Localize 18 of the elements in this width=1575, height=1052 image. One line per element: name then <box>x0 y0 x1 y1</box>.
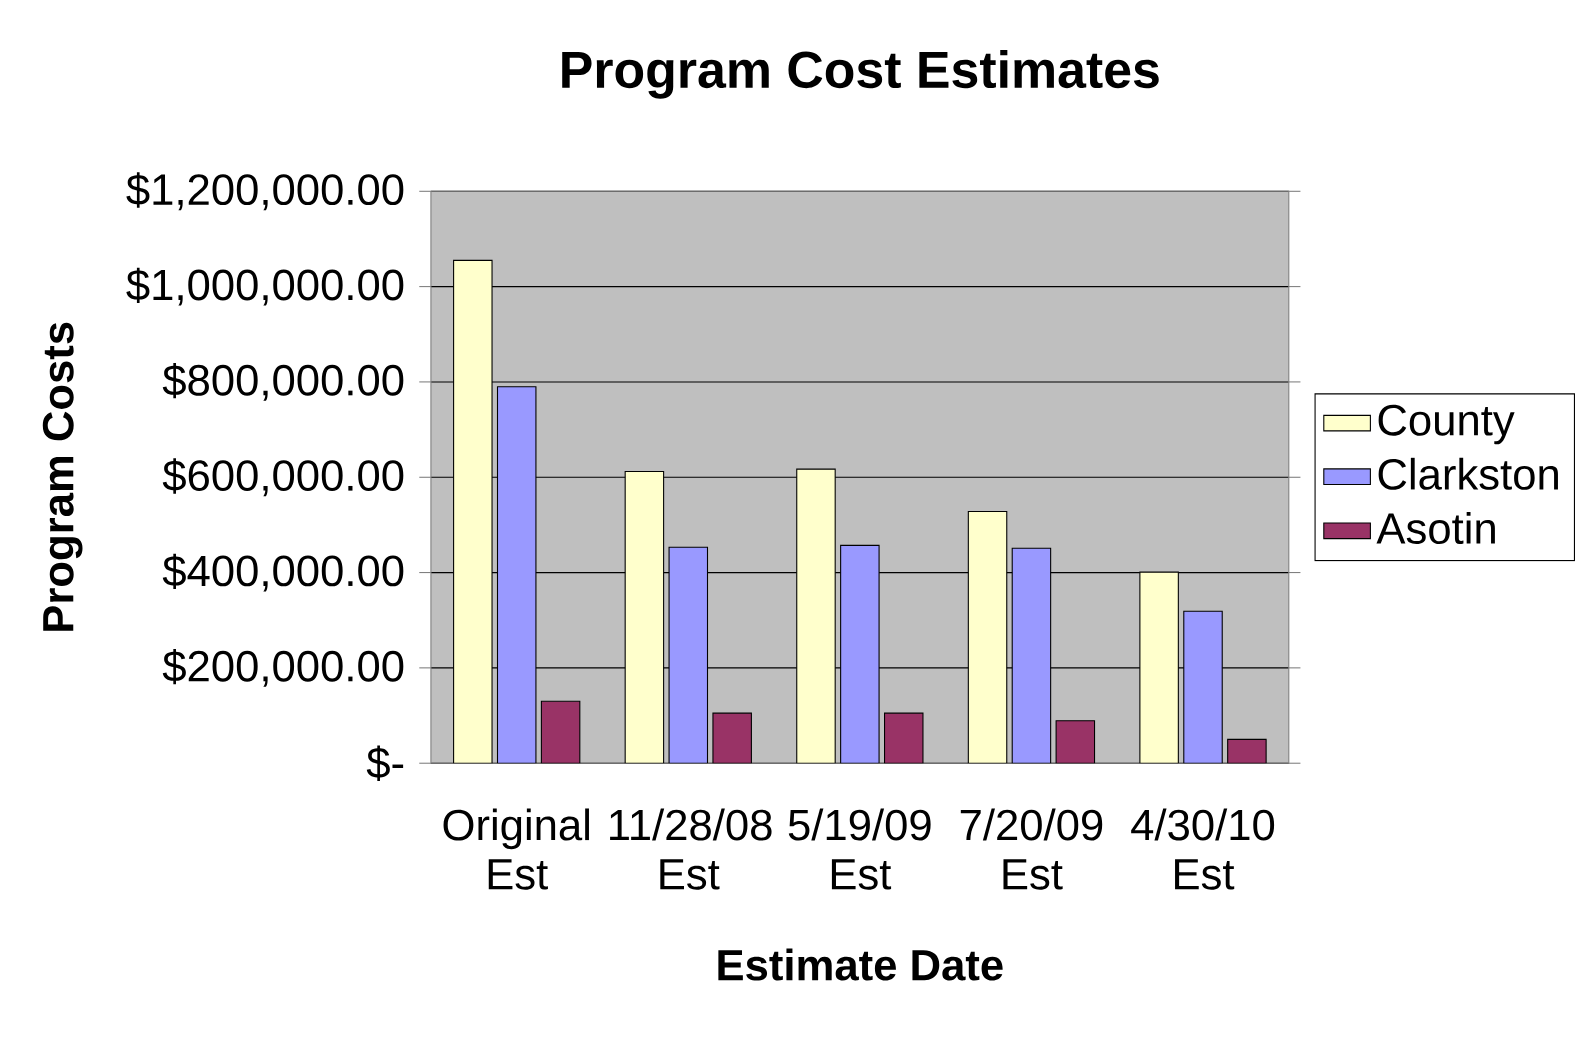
x-tick-label: 11/28/08 Est <box>610 808 772 890</box>
y-tick-label: $1,200,000.00 <box>126 172 404 211</box>
y-tick-label: $800,000.00 <box>162 362 404 401</box>
y-tick-label: $- <box>366 745 404 781</box>
y-tick-label: $200,000.00 <box>162 648 404 687</box>
x-tick-label: Original Est <box>443 808 589 890</box>
x-axis-title: Estimate Date <box>718 948 1003 981</box>
chart-title: Program Cost Estimates <box>562 49 1159 99</box>
legend-label: Clarkston <box>1378 457 1558 490</box>
x-tick-label: 4/30/10 Est <box>1131 808 1275 890</box>
legend-label: County <box>1378 404 1515 445</box>
y-tick-label: $400,000.00 <box>162 553 404 592</box>
legend-label: Asotin <box>1376 511 1495 544</box>
x-tick-label: 5/19/09 Est <box>788 808 931 890</box>
y-axis-title: Program Costs <box>42 322 83 631</box>
y-tick-label: $600,000.00 <box>162 458 404 497</box>
y-tick-label: $1,000,000.00 <box>126 267 404 306</box>
x-tick-label: 7/20/09 Est <box>960 808 1103 890</box>
